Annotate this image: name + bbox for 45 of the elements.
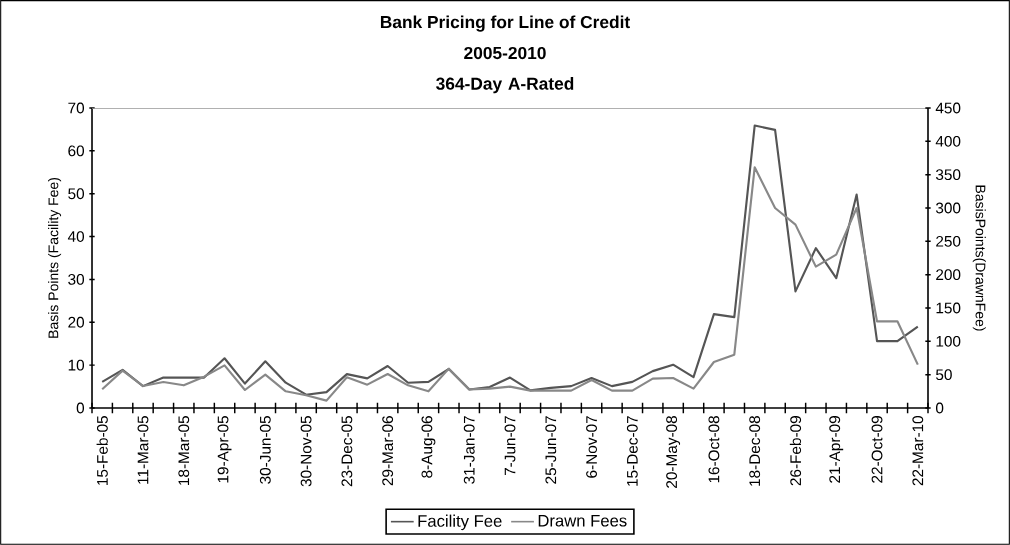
x-tick-label: 8-Aug-06 (421, 416, 436, 478)
legend-label: Drawn Fees (538, 514, 627, 527)
y-tick-label: 60 (68, 145, 85, 157)
y2-tick-label: 250 (936, 235, 961, 247)
x-tick-label: 31-Jan-07 (463, 416, 475, 484)
y-tick-label: 20 (68, 316, 85, 328)
legend-label: Facility Fee (418, 514, 502, 531)
x-tick-label: 20-May-08 (666, 416, 681, 488)
y2-tick-label: 50 (935, 369, 952, 381)
y-axis-title: Basis Points (Facility Fee) (48, 177, 62, 338)
x-tick-label: 16-Oct-08 (708, 416, 720, 483)
y2-tick-label: 350 (935, 169, 961, 181)
y2-tick-label: 450 (935, 102, 961, 114)
x-tick-label: 18-Mar-05 (178, 416, 190, 485)
y2-tick-label: 0 (935, 402, 944, 414)
y-tick-label: 10 (68, 359, 85, 371)
y-tick-label: 70 (68, 102, 85, 114)
chart-subtitle: 2005-2010 364-Day A-Rated (436, 46, 574, 94)
y2-tick-label: 300 (935, 202, 961, 214)
x-tick-label: 11-Mar-05 (137, 416, 149, 484)
x-tick-label: 26-Feb-09 (789, 416, 802, 486)
x-tick-label: 6-Nov-07 (586, 416, 597, 478)
y2-axis-title: BasisPoints(DrawnFee) (972, 185, 986, 331)
y2-tick-label: 200 (936, 269, 961, 281)
x-tick-label: 18-Dec-08 (749, 416, 761, 486)
x-tick-label: 30-Nov-05 (300, 416, 312, 487)
x-tick-label: 25-Jun-07 (545, 416, 557, 484)
x-tick-label: 7-Jun-07 (504, 416, 516, 476)
x-tick-label: 21-Apr-09 (829, 416, 844, 483)
y-tick-label: 30 (68, 273, 85, 285)
x-tick-label: 15-Feb-05 (96, 416, 108, 485)
x-tick-label: 22-Oct-09 (871, 416, 883, 483)
y2-tick-label: 100 (936, 335, 961, 347)
chart-title: Bank Pricing for Line of Credit (380, 15, 630, 32)
y2-tick-label: 150 (936, 302, 961, 314)
x-tick-label: 23-Dec-05 (341, 416, 353, 487)
x-tick-label: 22-Mar-10 (912, 415, 924, 486)
y-tick-label: 40 (67, 231, 85, 242)
x-tick-label: 19-Apr-05 (217, 416, 232, 483)
x-tick-label: 29-Mar-06 (382, 416, 394, 486)
x-tick-label: 15-Dec-07 (626, 416, 638, 486)
y2-tick-label: 400 (935, 135, 961, 147)
y-tick-label: 0 (76, 402, 85, 414)
y-tick-label: 50 (68, 188, 85, 200)
x-tick-label: 30-Jun-05 (259, 416, 271, 484)
